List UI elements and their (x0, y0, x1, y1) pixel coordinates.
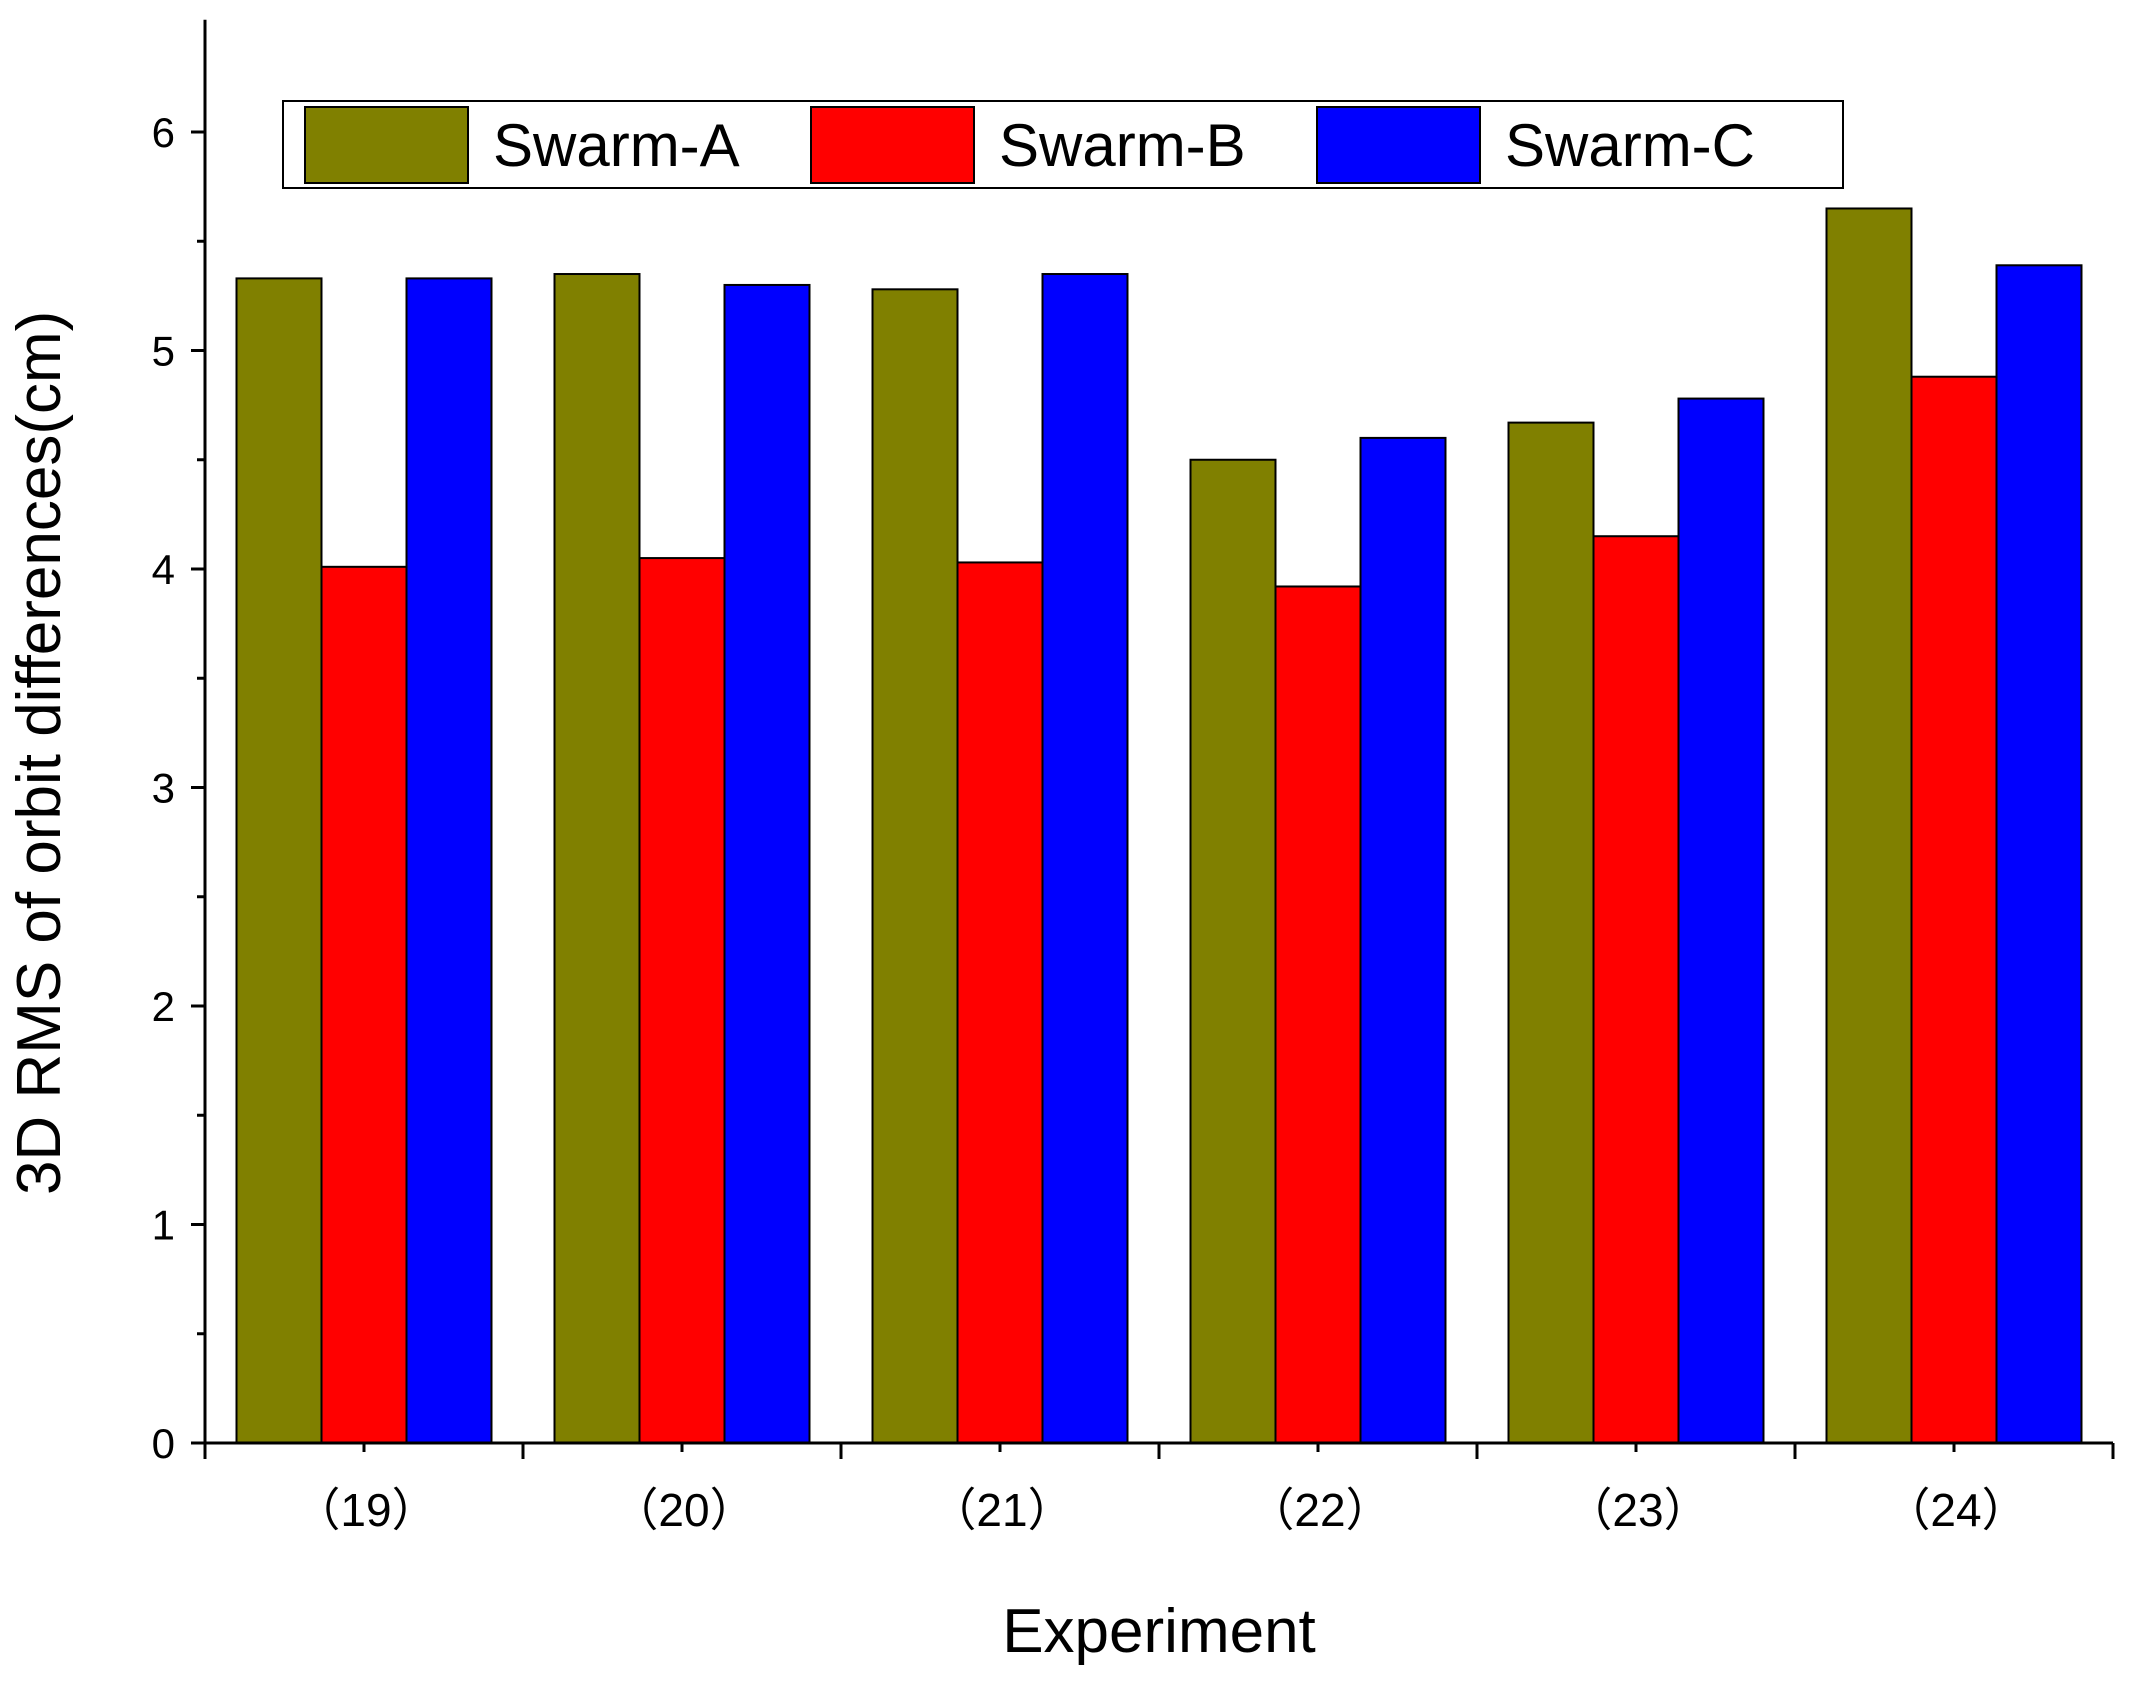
y-ticks: 0 1 2 3 4 5 6 (152, 109, 205, 1467)
bar-swarm-b-1 (320, 565, 408, 1444)
bar-swarm-a-6 (1825, 207, 1913, 1445)
legend: Swarm-A Swarm-B Swarm-C (282, 100, 1844, 189)
bar-swarm-a-2 (553, 273, 641, 1444)
y-tick-label: 1 (152, 1202, 175, 1249)
legend-label-swarm-a: Swarm-A (493, 112, 740, 179)
legend-swatch-swarm-b (810, 106, 975, 184)
x-tick-label: （23） (1566, 1484, 1709, 1536)
y-tick-label: 5 (152, 328, 175, 375)
y-tick-label: 2 (152, 983, 175, 1030)
legend-swatch-swarm-a (304, 106, 469, 184)
x-ticks: （19） （20） （21） （22） （23） （24） (203, 1443, 2115, 1536)
legend-label-swarm-b: Swarm-B (999, 112, 1246, 179)
bar-swarm-c-3 (1041, 273, 1129, 1444)
bar-swarm-c-2 (723, 283, 811, 1445)
bar-swarm-b-4 (1274, 585, 1362, 1444)
bar-swarm-c-4 (1359, 436, 1447, 1444)
bar-swarm-a-5 (1507, 421, 1595, 1445)
bar-swarm-a-1 (235, 277, 323, 1444)
x-tick-label: （19） (294, 1484, 437, 1536)
legend-label-swarm-c: Swarm-C (1505, 112, 1755, 179)
x-tick-label: （20） (612, 1484, 755, 1536)
x-tick-label: （21） (930, 1484, 1073, 1536)
legend-box (282, 100, 1844, 189)
bar-swarm-b-2 (638, 557, 726, 1444)
bar-swarm-b-5 (1592, 535, 1680, 1444)
y-axis-title: 3D RMS of orbit differences(cm) (5, 311, 74, 1195)
bar-swarm-c-1 (405, 277, 493, 1444)
bar-swarm-a-3 (871, 288, 959, 1445)
y-tick-label: 0 (152, 1420, 175, 1467)
x-tick-label: （24） (1884, 1484, 2027, 1536)
bars-layer (235, 207, 2083, 1445)
y-tick-label: 6 (152, 109, 175, 156)
x-axis-title: Experiment (1002, 1597, 1316, 1666)
bar-swarm-b-3 (956, 561, 1044, 1444)
y-tick-label: 4 (152, 546, 175, 593)
bar-swarm-a-4 (1189, 458, 1277, 1444)
bar-swarm-c-5 (1677, 397, 1765, 1445)
bar-swarm-b-6 (1910, 375, 1998, 1445)
x-tick-label: （22） (1248, 1484, 1391, 1536)
legend-swatch-swarm-c (1316, 106, 1481, 184)
y-tick-label: 3 (152, 765, 175, 812)
bar-swarm-c-6 (1995, 264, 2083, 1444)
